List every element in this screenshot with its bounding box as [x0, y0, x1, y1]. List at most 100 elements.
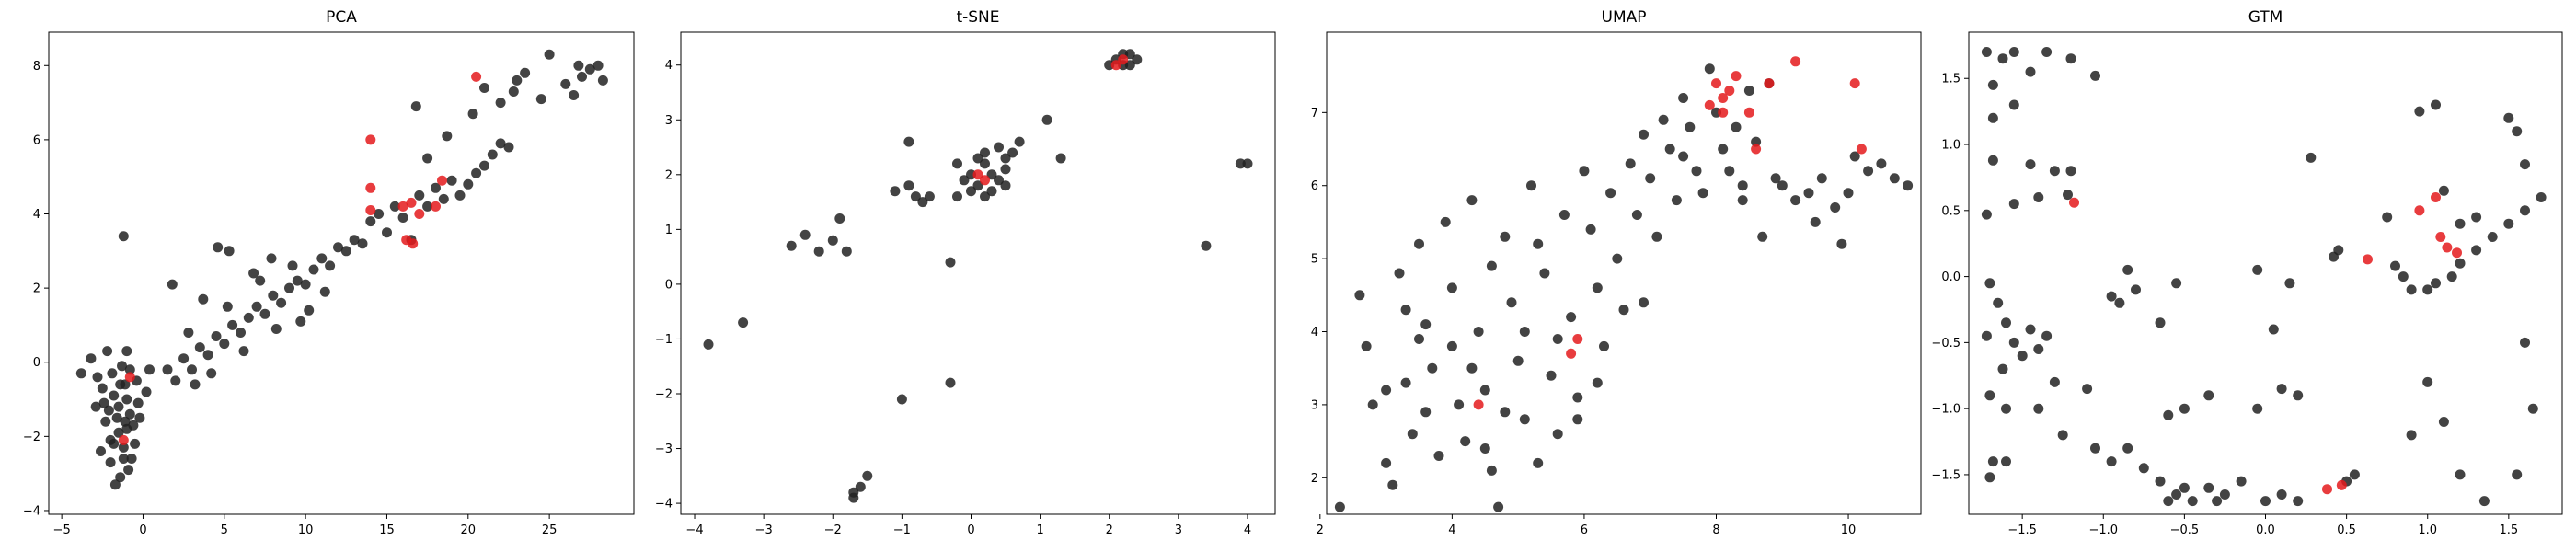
y-tick-label: 2 [33, 282, 40, 296]
black-point [2503, 112, 2514, 123]
black-point [382, 227, 392, 238]
black-point [422, 201, 433, 212]
black-point [141, 386, 152, 397]
red-point [1849, 78, 1860, 89]
red-point [1473, 399, 1484, 410]
black-point [535, 94, 546, 105]
black-point [903, 136, 914, 147]
black-point [2390, 260, 2400, 271]
red-point [1790, 56, 1801, 67]
black-point [2131, 284, 2141, 295]
chart-panel-2: UMAP 2 4 6 8 10 2 3 4 5 6 7 [1311, 8, 1922, 537]
black-point [213, 242, 224, 253]
black-point [1000, 180, 1011, 191]
black-point [2236, 476, 2247, 487]
chart-panel-1: t-SNE −4 −3 −2 −1 0 1 2 3 4 −4 −3 −2 −1 0 1 2 3 4 [655, 8, 1276, 537]
black-point [1479, 385, 1490, 396]
black-point [1984, 278, 1995, 289]
black-point [2520, 205, 2530, 216]
black-point [1041, 114, 1052, 125]
red-point [1118, 54, 1129, 65]
black-point [2122, 443, 2133, 454]
black-point [1678, 151, 1689, 162]
red-point [2452, 247, 2462, 259]
red-point [972, 169, 983, 180]
black-point [2536, 192, 2547, 202]
red-point [1724, 86, 1735, 96]
black-point [287, 260, 298, 271]
black-point [109, 438, 120, 449]
black-point [414, 190, 425, 201]
black-point [2349, 469, 2360, 480]
black-point [134, 412, 145, 423]
x-tick-label: 8 [1712, 523, 1719, 537]
black-point [431, 182, 441, 193]
red-point [1566, 348, 1577, 359]
red-point [980, 175, 990, 186]
black-point [1981, 209, 1992, 220]
black-point [1479, 443, 1490, 454]
black-point [1427, 362, 1438, 374]
black-point [827, 235, 838, 246]
black-point [994, 175, 1004, 186]
black-point [113, 401, 124, 412]
black-point [1704, 63, 1715, 75]
black-point [2260, 496, 2271, 507]
chart-title: UMAP [1602, 8, 1647, 27]
black-point [251, 301, 262, 312]
black-point [2063, 190, 2073, 201]
black-point [2033, 192, 2044, 202]
black-point [1599, 340, 1609, 351]
y-tick-label: 3 [1311, 398, 1318, 412]
black-point [117, 361, 127, 372]
black-point [2422, 284, 2433, 295]
black-point [1506, 297, 1517, 308]
black-point [2293, 390, 2304, 401]
black-point [2008, 337, 2019, 348]
black-point [1546, 370, 1557, 381]
black-point [357, 238, 368, 249]
black-point [300, 279, 311, 290]
black-point [1558, 210, 1570, 220]
black-point [97, 383, 108, 394]
black-point [508, 86, 519, 97]
black-point [1618, 305, 1629, 316]
black-point [2382, 212, 2393, 223]
x-tick-label: 1.5 [2500, 523, 2519, 537]
black-point [2179, 403, 2190, 414]
x-tick-label: 4 [1448, 523, 1455, 537]
points-group [703, 49, 1253, 503]
black-point [236, 328, 246, 338]
y-tick-label: 0 [665, 278, 673, 292]
black-point [126, 454, 137, 464]
black-point [2138, 463, 2149, 474]
black-point [2471, 212, 2482, 223]
black-point [2431, 278, 2441, 289]
red-point [2442, 242, 2453, 253]
black-point [577, 71, 587, 82]
black-point [1639, 297, 1649, 308]
x-tick-label: −1.0 [2088, 523, 2118, 537]
black-point [183, 328, 194, 338]
black-point [2065, 53, 2076, 64]
black-point [2527, 403, 2538, 414]
black-point [96, 446, 106, 456]
black-point [442, 131, 453, 142]
black-point [1639, 129, 1649, 140]
y-tick-label: 6 [1311, 179, 1318, 193]
red-point [2414, 205, 2425, 216]
black-point [1645, 173, 1656, 184]
black-point [115, 379, 126, 390]
black-point [2163, 409, 2174, 420]
black-point [1803, 188, 1814, 199]
black-point [1519, 414, 1530, 425]
black-point [115, 472, 126, 483]
y-tick-label: −2 [655, 388, 673, 402]
black-point [1132, 54, 1143, 65]
black-point [738, 317, 749, 328]
black-point [2455, 469, 2466, 480]
red-point [1711, 78, 1721, 89]
chart-title: GTM [2248, 8, 2283, 27]
black-point [2431, 99, 2441, 110]
black-point [1997, 363, 2008, 374]
